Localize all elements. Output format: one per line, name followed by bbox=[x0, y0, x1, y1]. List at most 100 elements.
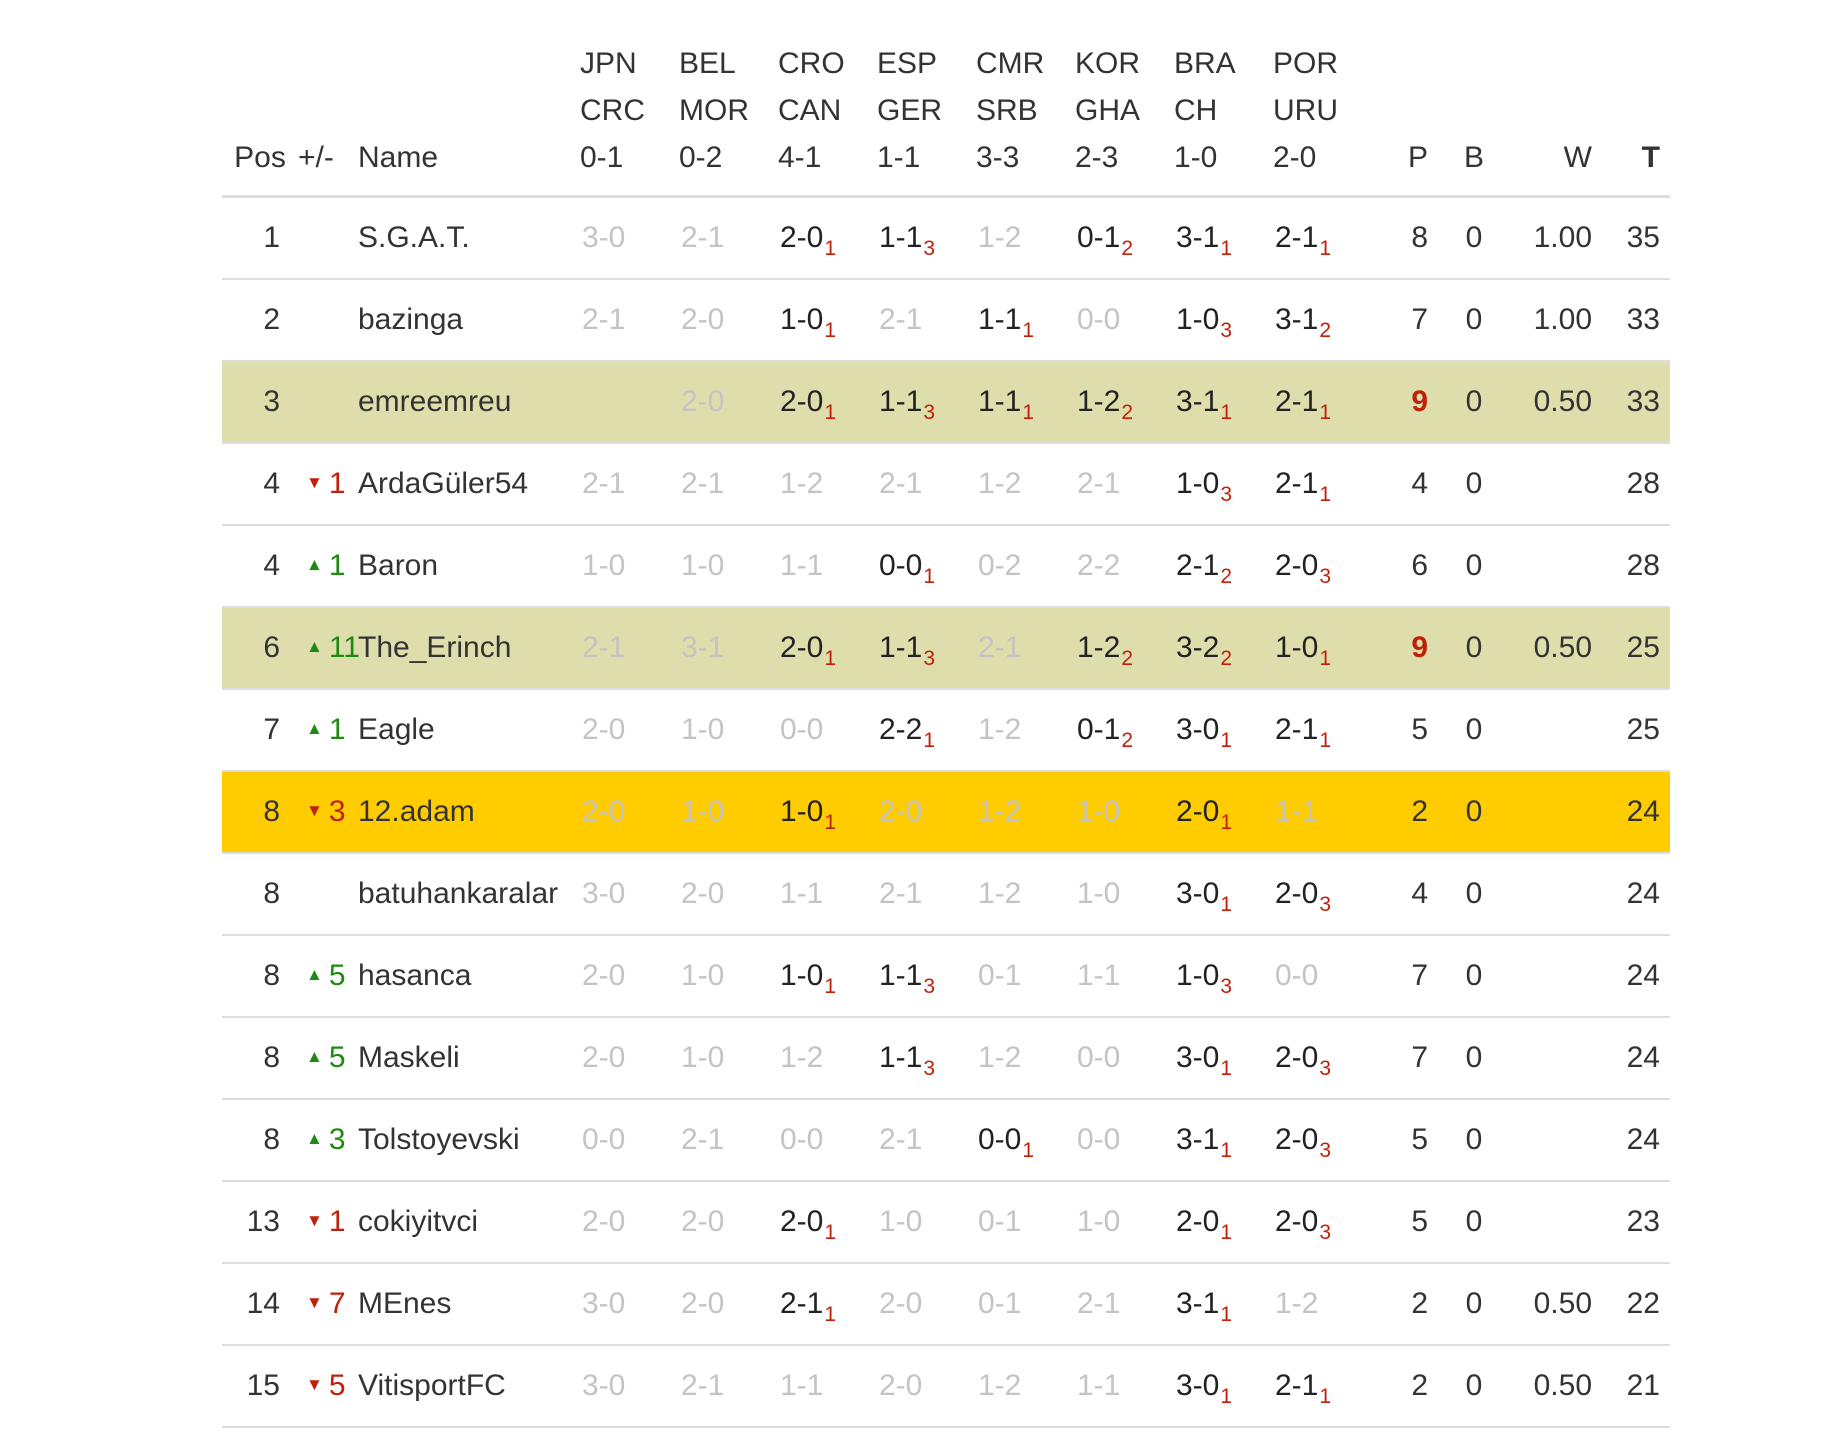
position-cell: 8 bbox=[263, 1040, 280, 1074]
pick-cell: 1-0 bbox=[679, 689, 778, 771]
w-cell bbox=[1510, 853, 1602, 935]
table-row[interactable]: 2 bazinga 2-1 2-0 1-01 2-1 1-11 0-0 1-03 3-12 7 0 1.… bbox=[222, 279, 1670, 361]
table-row[interactable]: 8 ▲ 5 Maskeli 2-0 1-0 1-2 1-13 1-2 0-0 3-01 2-03 7 0 2… bbox=[222, 1017, 1670, 1099]
player-name[interactable]: bazinga bbox=[358, 302, 464, 336]
table-row[interactable]: 4 ▼ 1 ArdaGüler54 2-1 2-1 1-2 2-1 1-2 2-1 1-03 2-11… bbox=[222, 443, 1670, 525]
position-cell: 4 bbox=[263, 548, 280, 582]
table-row[interactable]: 13 ▼ 1 cokiyitvci 2-0 2-0 2-01 1-0 0-1 1-0 2-01 2-0… bbox=[222, 1181, 1670, 1263]
pick-cell: 1-01 bbox=[778, 771, 877, 853]
pick-score: 2-1 bbox=[681, 220, 725, 254]
player-name[interactable]: batuhankaralar bbox=[358, 876, 559, 910]
pick-cell: 2-2 bbox=[1075, 525, 1174, 607]
col-header-p[interactable]: P bbox=[1407, 141, 1428, 174]
pick-score: 1-1 bbox=[780, 548, 824, 582]
pick-score: 2-2 bbox=[1077, 548, 1121, 582]
table-row[interactable]: 6 ▲ 11 The_Erinch 2-1 3-1 2-01 1-13 2-1 1-22 3-22 1… bbox=[222, 606, 1670, 689]
pick-cell: 1-0 bbox=[679, 1017, 778, 1099]
table-row[interactable]: 4 ▲ 1 Baron 1-0 1-0 1-1 0-01 0-2 2-2 2-12 2-03 6 0 28 bbox=[222, 525, 1670, 607]
match-team1: BEL bbox=[679, 47, 736, 80]
col-header-name[interactable]: Name bbox=[358, 141, 439, 174]
player-name[interactable]: Tolstoyevski bbox=[358, 1122, 520, 1156]
player-name[interactable]: S.G.A.T. bbox=[358, 220, 470, 254]
pick-points: 2 bbox=[1121, 646, 1134, 670]
pick-score: 2-0 bbox=[681, 302, 725, 336]
pick-points: 1 bbox=[824, 974, 837, 998]
pick-score: 3-1 bbox=[1176, 384, 1220, 418]
table-row[interactable]: 8 ▼ 3 12.adam 2-0 1-0 1-01 2-0 1-2 1-0 2-01 1-1 2 0 24 bbox=[222, 770, 1670, 853]
player-name[interactable]: The_Erinch bbox=[358, 630, 512, 664]
pick-cell: 2-1 bbox=[877, 279, 976, 361]
pick-points: 1 bbox=[1220, 1056, 1233, 1080]
table-row[interactable]: 8 batuhankaralar 3-0 2-0 1-1 2-1 1-2 1-0 3-01 2-0… bbox=[222, 853, 1670, 935]
p-cell: 2 bbox=[1411, 1368, 1428, 1402]
pick-score: 2-1 bbox=[681, 466, 725, 500]
pick-cell: 2-03 bbox=[1273, 1017, 1372, 1099]
match-team2: GER bbox=[877, 94, 943, 127]
pick-cell: 3-1 bbox=[679, 607, 778, 689]
col-header-match[interactable]: ESP GER 1-1 bbox=[877, 40, 976, 197]
pick-cell: 2-03 bbox=[1273, 1181, 1372, 1263]
col-header-pos[interactable]: Pos bbox=[234, 141, 286, 174]
position-cell: 8 bbox=[263, 876, 280, 910]
pick-score: 1-1 bbox=[879, 384, 923, 418]
table-row[interactable]: 7 ▲ 1 Eagle 2-0 1-0 0-0 2-21 1-2 0-12 3-01 2-11 5 0 25 bbox=[222, 689, 1670, 771]
col-header-b[interactable]: B bbox=[1463, 141, 1484, 174]
pick-points: 1 bbox=[1220, 236, 1233, 260]
b-cell: 0 bbox=[1465, 958, 1483, 992]
change-value: 3 bbox=[328, 1122, 346, 1156]
table-row[interactable]: 1 S.G.A.T. 3-0 2-1 2-01 1-13 1-2 0-12 3-11 2-11 8 0… bbox=[222, 197, 1670, 279]
col-header-match[interactable]: JPN CRC 0-1 bbox=[580, 40, 679, 197]
col-header-match[interactable]: POR URU 2-0 bbox=[1273, 40, 1372, 197]
col-header-change[interactable]: +/- bbox=[298, 141, 334, 174]
col-header-match[interactable]: BEL MOR 0-2 bbox=[679, 40, 778, 197]
pick-cell: 1-2 bbox=[976, 197, 1075, 279]
pick-score: 3-0 bbox=[1176, 1040, 1220, 1074]
pick-cell: 2-0 bbox=[580, 689, 679, 771]
table-row[interactable]: 8 ▲ 5 hasanca 2-0 1-0 1-01 1-13 0-1 1-1 1-03 0-0 7 0 2… bbox=[222, 935, 1670, 1017]
col-header-match[interactable]: CRO CAN 4-1 bbox=[778, 40, 877, 197]
col-header-match[interactable]: CMR SRB 3-3 bbox=[976, 40, 1075, 197]
pick-score: 1-1 bbox=[879, 1040, 923, 1074]
pick-cell: 2-11 bbox=[778, 1263, 877, 1345]
p-cell: 8 bbox=[1411, 220, 1428, 254]
col-header-match[interactable]: BRA CH 1-0 bbox=[1174, 40, 1273, 197]
table-row[interactable]: 8 ▲ 3 Tolstoyevski 0-0 2-1 0-0 2-1 0-01 0-0 3-11 2-… bbox=[222, 1099, 1670, 1181]
pick-cell: 2-11 bbox=[1273, 197, 1372, 279]
w-cell: 0.50 bbox=[1533, 1286, 1592, 1320]
player-name[interactable]: Eagle bbox=[358, 712, 435, 746]
player-name[interactable]: 12.adam bbox=[358, 794, 475, 828]
pick-score: 1-0 bbox=[1176, 466, 1220, 500]
pick-cell: 2-11 bbox=[1273, 443, 1372, 525]
pick-score: 2-0 bbox=[879, 1368, 923, 1402]
pick-score: 2-1 bbox=[1275, 712, 1319, 746]
pick-score: 1-2 bbox=[1077, 630, 1121, 664]
player-name[interactable]: ArdaGüler54 bbox=[358, 466, 529, 500]
pick-points: 1 bbox=[1319, 728, 1332, 752]
table-row[interactable]: 14 ▼ 7 MEnes 3-0 2-0 2-11 2-0 0-1 2-1 3-11 1-2 2 0 0.5… bbox=[222, 1263, 1670, 1345]
col-header-match[interactable]: KOR GHA 2-3 bbox=[1075, 40, 1174, 197]
b-cell: 0 bbox=[1465, 466, 1483, 500]
pick-points: 3 bbox=[1220, 482, 1233, 506]
change-cell bbox=[298, 197, 358, 279]
triangle-up-icon: ▲ bbox=[306, 964, 323, 984]
pick-points: 2 bbox=[1319, 318, 1332, 342]
table-row[interactable]: 3 emreemreu 2-0 2-01 1-13 1-11 1-22 3-11 2-11 9 0 0… bbox=[222, 360, 1670, 443]
pick-score: 0-0 bbox=[879, 548, 923, 582]
pick-cell: 1-11 bbox=[976, 361, 1075, 443]
col-header-w[interactable]: W bbox=[1563, 141, 1592, 174]
table-row[interactable]: 15 ▼ 5 VitisportFC 3-0 2-1 1-1 2-0 1-2 1-1 3-01 2-1… bbox=[222, 1345, 1670, 1427]
pick-score: 1-2 bbox=[780, 1040, 824, 1074]
pick-score: 0-1 bbox=[978, 958, 1022, 992]
player-name[interactable]: emreemreu bbox=[358, 384, 512, 418]
player-name[interactable]: Baron bbox=[358, 548, 439, 582]
player-name[interactable]: MEnes bbox=[358, 1286, 452, 1320]
match-score: 0-1 bbox=[580, 141, 624, 174]
pick-points: 1 bbox=[1319, 646, 1332, 670]
pick-score: 0-2 bbox=[978, 548, 1022, 582]
player-name[interactable]: VitisportFC bbox=[358, 1368, 506, 1402]
col-header-t[interactable]: T bbox=[1641, 141, 1660, 174]
player-name[interactable]: hasanca bbox=[358, 958, 472, 992]
pick-cell: 1-2 bbox=[1273, 1263, 1372, 1345]
player-name[interactable]: Maskeli bbox=[358, 1040, 460, 1074]
player-name[interactable]: cokiyitvci bbox=[358, 1204, 479, 1238]
